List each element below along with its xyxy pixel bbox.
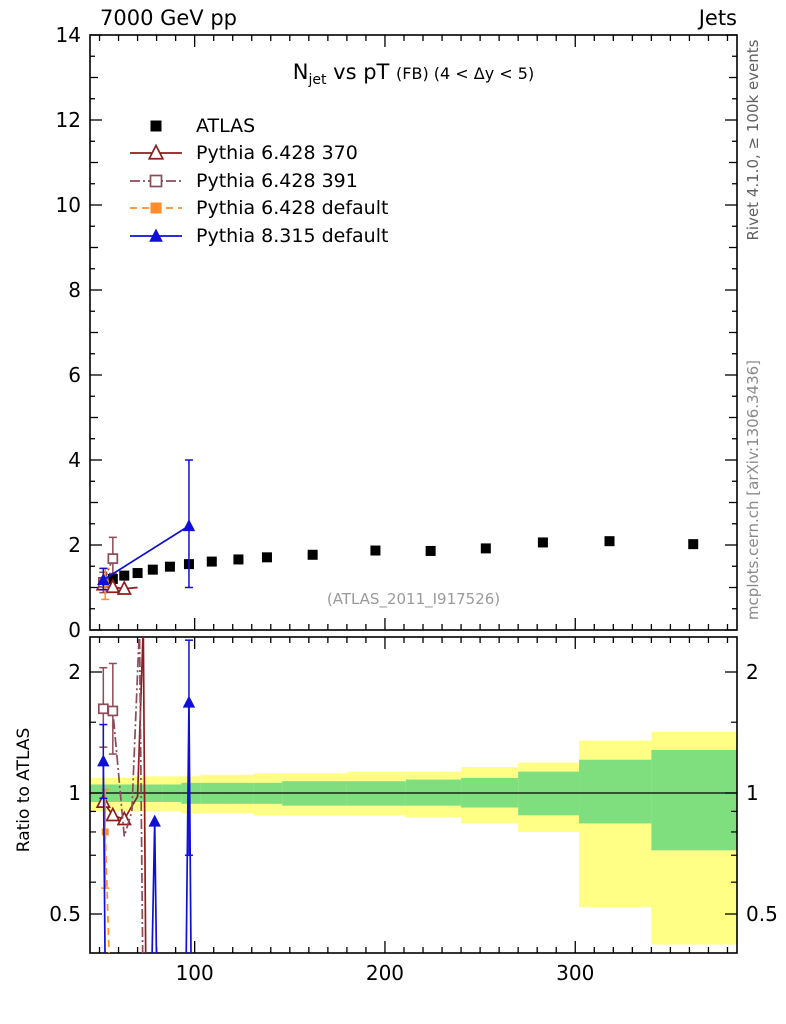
x-tick-label: 200 — [366, 961, 404, 985]
marker — [307, 549, 318, 560]
marker — [116, 810, 132, 826]
marker — [150, 120, 162, 132]
marker — [206, 556, 217, 567]
legend-row-pythia6-370: Pythia 6.428 370 — [128, 140, 388, 168]
legend-sample-pythia8-default — [130, 228, 182, 242]
marker — [688, 539, 699, 550]
main-y-tick-label: 2 — [68, 533, 81, 557]
green-band-segment — [579, 759, 652, 824]
legend-row-pythia6-default: Pythia 6.428 default — [128, 195, 388, 223]
marker — [97, 573, 110, 586]
marker — [148, 814, 161, 827]
ratio-y-tick-label: 2 — [68, 660, 81, 684]
ratio-y-tick-label: 0.5 — [746, 902, 778, 926]
legend-row-pythia8-default: Pythia 8.315 default — [128, 222, 388, 250]
marker — [132, 568, 143, 579]
marker — [182, 695, 196, 708]
legend-sample-atlas — [150, 120, 162, 132]
marker — [604, 536, 615, 547]
marker — [97, 703, 109, 715]
legend-label-pythia6-391: Pythia 6.428 391 — [196, 169, 358, 192]
plot-title-main: N — [292, 60, 309, 84]
marker — [119, 570, 130, 581]
marker — [147, 143, 165, 160]
plot-title-rapidity-cut: (4 < Δy < 5) — [433, 64, 535, 83]
series-pythia6-default-ratio — [101, 788, 110, 953]
legend-label-pythia6-default: Pythia 6.428 default — [196, 197, 389, 220]
legend-label-pythia6-370: Pythia 6.428 370 — [196, 142, 358, 165]
marker — [149, 228, 163, 242]
plot-title: Njet vs pT (FB) (4 < Δy < 5) — [90, 60, 737, 88]
legend-sample-pythia6-391 — [130, 174, 182, 188]
marker — [105, 806, 121, 822]
marker — [425, 545, 436, 556]
marker — [97, 754, 110, 767]
series-pythia6-370-ratio — [95, 637, 147, 953]
main-y-tick-label: 8 — [68, 278, 81, 302]
ratio-y-tick-label: 0.5 — [49, 902, 81, 926]
series-pythia8-default-main — [97, 459, 196, 591]
marker — [147, 564, 158, 575]
legend-row-pythia6-391: Pythia 6.428 391 — [128, 167, 388, 195]
main-y-tick-label: 12 — [56, 108, 81, 132]
analysis-group-label: Jets — [698, 6, 737, 30]
marker — [480, 543, 491, 554]
series-line — [102, 702, 192, 953]
marker — [105, 578, 121, 594]
series-pythia8-default-ratio — [97, 639, 196, 953]
rivet-version-label: Rivet 4.1.0, ≥ 100k events — [744, 39, 762, 241]
plot-title-subscript: jet — [308, 72, 327, 89]
marker — [537, 537, 548, 548]
main-panel-frame — [89, 34, 738, 631]
legend-row-atlas: ATLAS — [128, 112, 388, 140]
marker — [261, 552, 272, 563]
ratio-axis-title: Ratio to ATLAS — [14, 727, 34, 853]
green-band-segment — [651, 749, 737, 851]
series-line — [102, 525, 190, 581]
plot-title-fb: (FB) — [396, 64, 434, 83]
main-y-tick-label: 14 — [56, 23, 81, 47]
series-line — [104, 831, 110, 953]
marker — [107, 705, 119, 717]
ratio-y-tick-label: 2 — [746, 660, 759, 684]
marker — [101, 828, 109, 836]
marker — [370, 545, 381, 556]
ratio-uncertainty-bands — [90, 731, 737, 945]
ratio-panel-frame — [89, 636, 738, 954]
legend-sample-pythia6-370 — [130, 143, 182, 160]
legend-sample-pythia6-default — [130, 202, 182, 214]
legend-label-pythia8-default: Pythia 8.315 default — [196, 224, 389, 247]
plot-title-vs: vs pT — [326, 60, 397, 84]
marker — [150, 202, 162, 214]
x-tick-label: 100 — [176, 961, 214, 985]
marker — [182, 519, 196, 532]
ratio-y-tick-label: 1 — [746, 781, 759, 805]
main-y-tick-label: 4 — [68, 448, 81, 472]
marker — [233, 554, 244, 565]
analysis-id-watermark: (ATLAS_2011_I917526) — [326, 590, 501, 608]
x-tick-label: 300 — [556, 961, 594, 985]
legend-label-atlas: ATLAS — [196, 114, 256, 137]
marker — [164, 561, 175, 572]
main-y-tick-label: 10 — [56, 193, 81, 217]
main-y-tick-label: 6 — [68, 363, 81, 387]
mcplots-reference-label: mcplots.cern.ch [arXiv:1306.3436] — [744, 359, 762, 621]
marker — [149, 174, 163, 188]
marker — [107, 553, 119, 564]
marker — [116, 580, 132, 595]
ratio-y-tick-label: 1 — [68, 781, 81, 805]
main-y-tick-label: 0 — [68, 618, 81, 642]
beam-energy-label: 7000 GeV pp — [100, 6, 238, 30]
legend: ATLAS Pythia 6.428 370 Pythia 6.428 391 … — [128, 112, 388, 250]
